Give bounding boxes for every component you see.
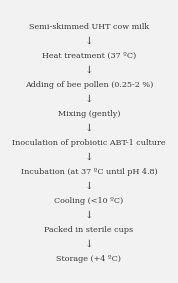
- Text: ↓: ↓: [85, 95, 93, 104]
- Text: Storage (+4 ºC): Storage (+4 ºC): [56, 255, 122, 263]
- Text: ↓: ↓: [85, 182, 93, 191]
- Text: Packed in sterile cups: Packed in sterile cups: [44, 226, 134, 234]
- Text: Incubation (at 37 ºC until pH 4.8): Incubation (at 37 ºC until pH 4.8): [21, 168, 157, 176]
- Text: Adding of bee pollen (0.25-2 %): Adding of bee pollen (0.25-2 %): [25, 81, 153, 89]
- Text: ↓: ↓: [85, 37, 93, 46]
- Text: ↓: ↓: [85, 240, 93, 249]
- Text: ↓: ↓: [85, 66, 93, 75]
- Text: ↓: ↓: [85, 153, 93, 162]
- Text: Inoculation of probiotic ABT-1 culture: Inoculation of probiotic ABT-1 culture: [12, 139, 166, 147]
- Text: Cooling (<10 ºC): Cooling (<10 ºC): [54, 197, 124, 205]
- Text: ↓: ↓: [85, 211, 93, 220]
- Text: Semi-skimmed UHT cow milk: Semi-skimmed UHT cow milk: [29, 23, 149, 31]
- Text: ↓: ↓: [85, 124, 93, 133]
- Text: Mixing (gently): Mixing (gently): [58, 110, 120, 118]
- Text: Heat treatment (37 ºC): Heat treatment (37 ºC): [42, 52, 136, 60]
